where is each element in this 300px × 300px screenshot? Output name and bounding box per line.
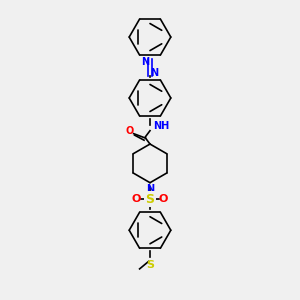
Text: O: O — [132, 194, 141, 204]
Text: NH: NH — [153, 121, 169, 131]
Text: S: S — [146, 260, 154, 270]
Text: N: N — [142, 57, 150, 67]
Text: N: N — [150, 68, 158, 78]
Text: O: O — [125, 126, 133, 136]
Text: S: S — [146, 193, 154, 206]
Text: N: N — [146, 184, 154, 194]
Text: O: O — [159, 194, 168, 204]
